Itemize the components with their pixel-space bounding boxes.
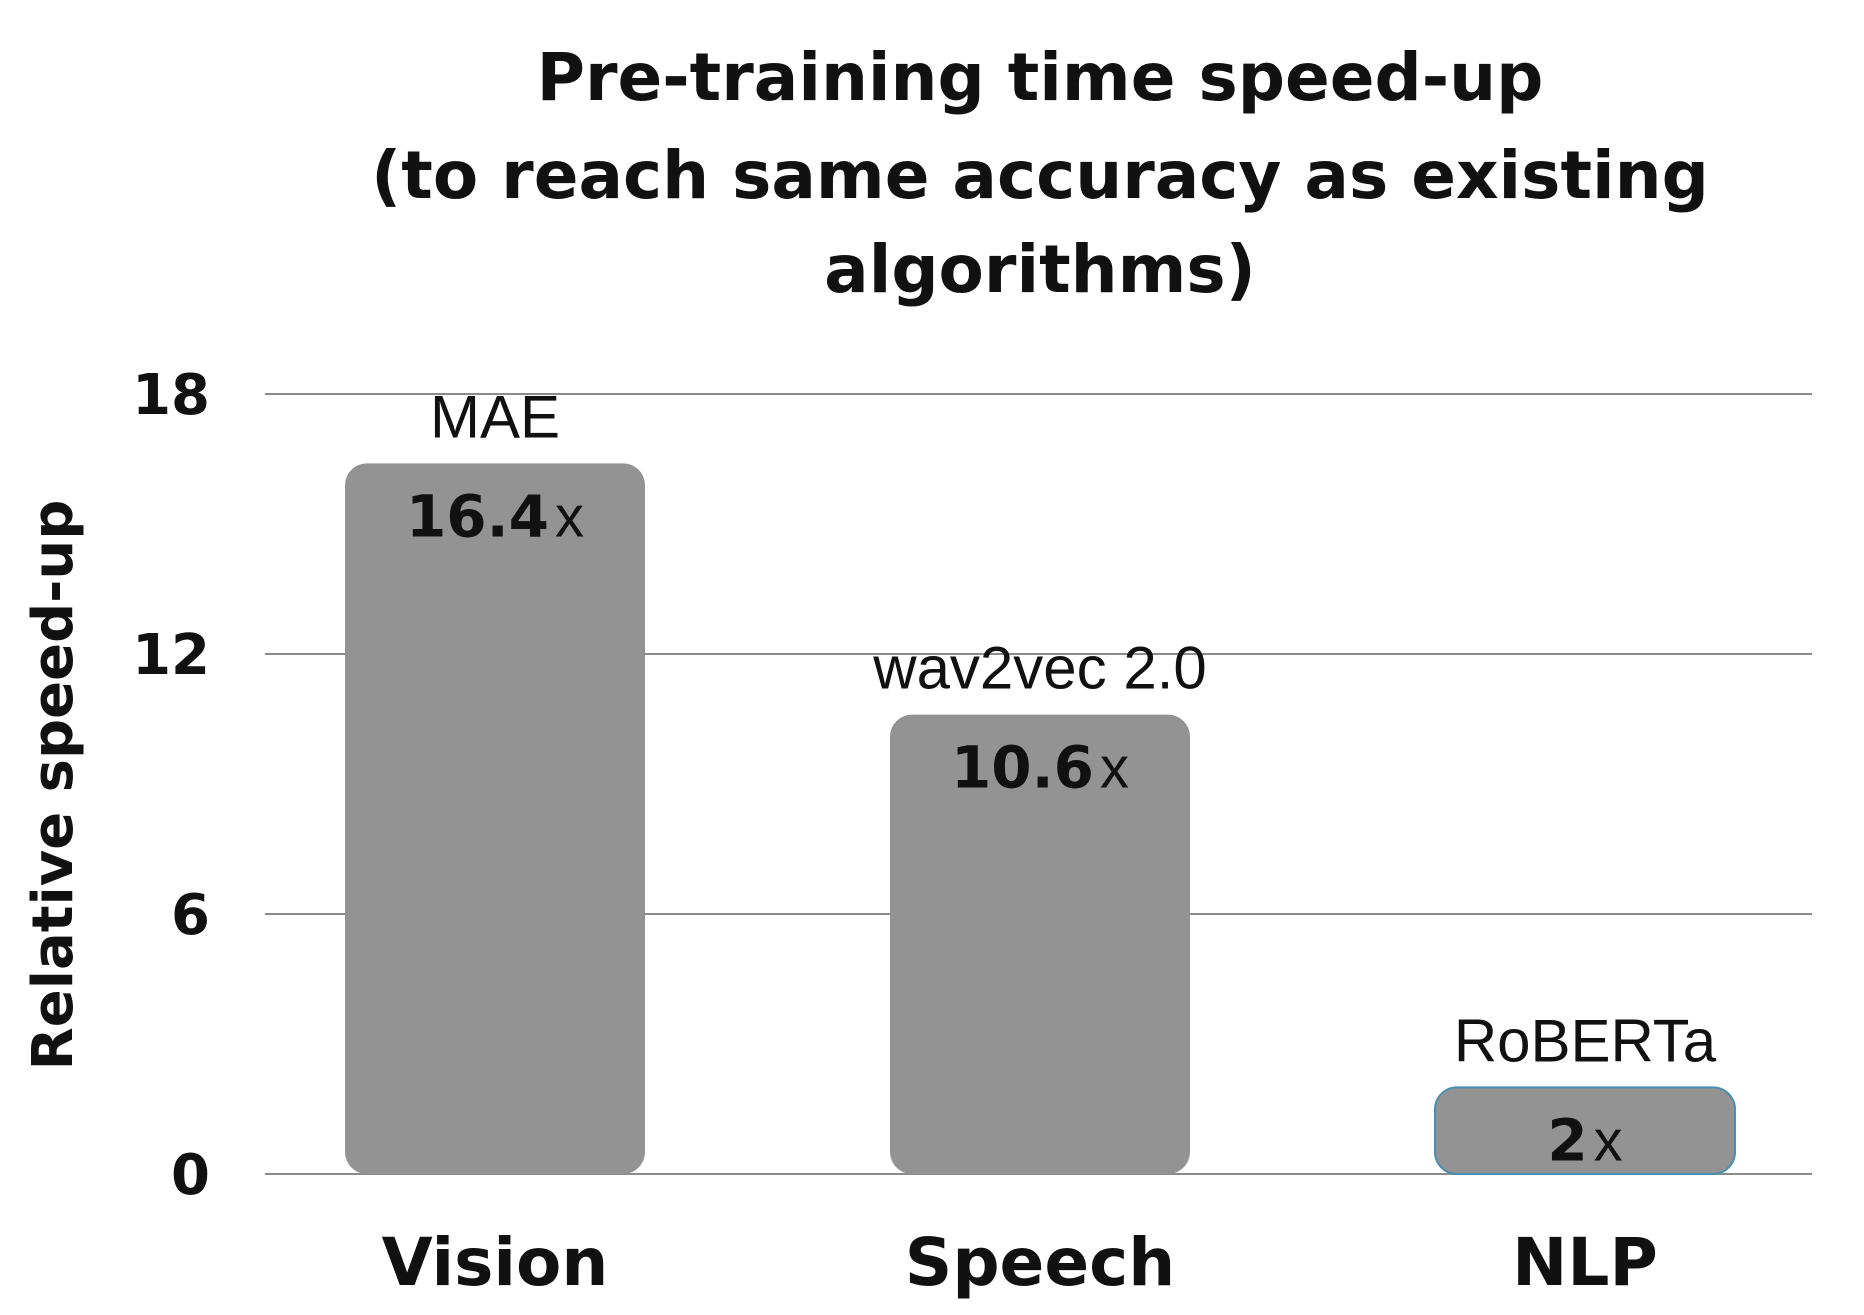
value-label-speech: 10.6 x xyxy=(951,734,1129,802)
value-suffix: x xyxy=(555,484,584,549)
value-suffix: x xyxy=(1594,1108,1623,1173)
title-line-1: Pre-training time speed-up xyxy=(537,39,1544,116)
y-tick-label: 12 xyxy=(132,623,210,688)
y-axis-label: Relative speed-up xyxy=(21,500,86,1071)
y-tick-label: 0 xyxy=(171,1143,210,1208)
bar-nlp xyxy=(1434,1086,1736,1176)
x-tick-label: NLP xyxy=(1512,1224,1658,1301)
x-axis-ticks: Vision Speech NLP xyxy=(382,1224,1658,1301)
value-number: 10.6 xyxy=(951,734,1094,802)
y-tick-label: 18 xyxy=(132,363,210,428)
model-label-nlp: RoBERTa xyxy=(1454,1007,1717,1074)
title-line-2: (to reach same accuracy as existing xyxy=(371,137,1709,214)
value-label-vision: 16.4 x xyxy=(406,482,584,550)
x-tick-label: Vision xyxy=(382,1224,609,1301)
value-number: 16.4 xyxy=(406,482,549,550)
model-label-vision: MAE xyxy=(430,383,560,450)
title-line-3: algorithms) xyxy=(824,231,1256,308)
bar-speech xyxy=(890,714,1190,1174)
value-number: 2 xyxy=(1547,1106,1587,1174)
chart-title: Pre-training time speed-up (to reach same… xyxy=(371,39,1709,308)
y-axis-ticks: 0 6 12 18 xyxy=(132,363,210,1208)
x-tick-label: Speech xyxy=(905,1224,1175,1301)
bar-vision xyxy=(345,463,645,1174)
value-suffix: x xyxy=(1100,736,1129,801)
model-label-speech: wav2vec 2.0 xyxy=(872,635,1207,702)
y-tick-label: 6 xyxy=(171,883,210,948)
